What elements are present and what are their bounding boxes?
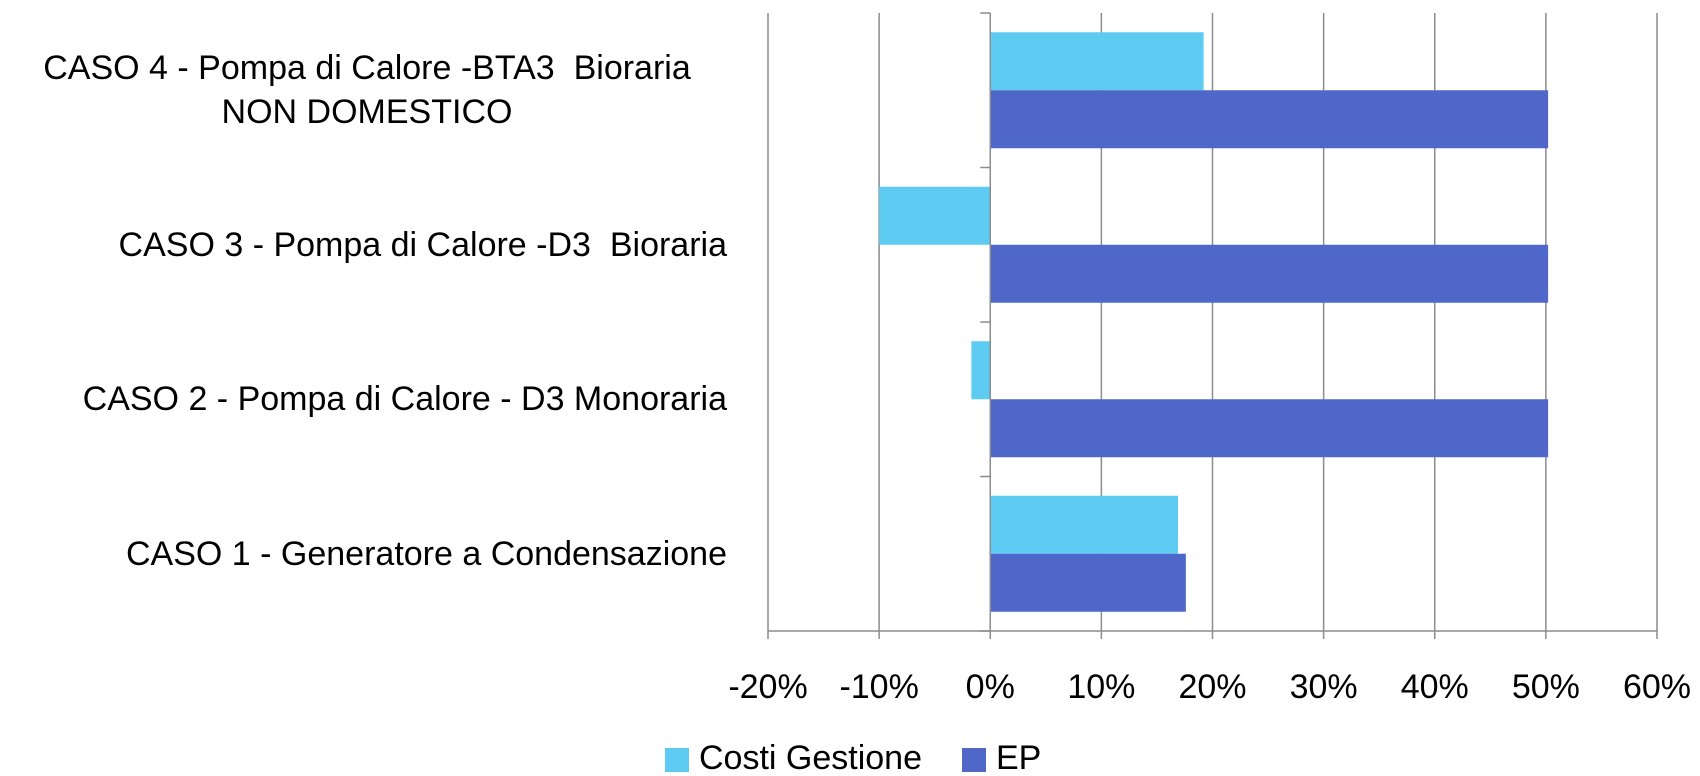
legend-swatch (665, 748, 689, 772)
x-tick-label: 60% (1623, 668, 1691, 706)
x-tick-label: 0% (966, 668, 1015, 706)
y-tick-label: CASO 3 - Pompa di Calore -D3 Bioraria (118, 225, 727, 264)
y-tick-label: CASO 4 - Pompa di Calore -BTA3 Bioraria … (43, 49, 701, 132)
x-tick-label: 50% (1512, 668, 1580, 706)
bar (990, 244, 1549, 303)
bar (990, 32, 1204, 91)
legend-label: Costi Gestione (699, 739, 922, 776)
y-tick-label-box: CASO 3 - Pompa di Calore -D3 Bioraria (119, 168, 727, 323)
bar (971, 341, 991, 400)
bar (990, 90, 1549, 149)
legend-label: EP (996, 739, 1041, 776)
y-tick-label: CASO 1 - Generatore a Condensazione (125, 534, 727, 573)
y-tick-label-box: CASO 4 - Pompa di Calore -BTA3 Bioraria … (7, 13, 727, 168)
legend-swatch (962, 748, 986, 772)
y-tick-label-box: CASO 1 - Generatore a Condensazione (126, 477, 727, 632)
bar (990, 399, 1549, 458)
x-tick-label: -10% (839, 668, 918, 706)
x-tick-label: -20% (728, 668, 807, 706)
x-tick-label: 20% (1178, 668, 1246, 706)
x-tick-label: 10% (1067, 668, 1135, 706)
y-tick-label: CASO 2 - Pompa di Calore - D3 Monoraria (82, 380, 727, 419)
bar (990, 553, 1186, 612)
x-tick-label: 30% (1290, 668, 1358, 706)
x-tick-label: 40% (1401, 668, 1469, 706)
bar (990, 495, 1179, 554)
bar (879, 186, 991, 245)
y-tick-label-box: CASO 2 - Pompa di Calore - D3 Monoraria (83, 322, 727, 477)
